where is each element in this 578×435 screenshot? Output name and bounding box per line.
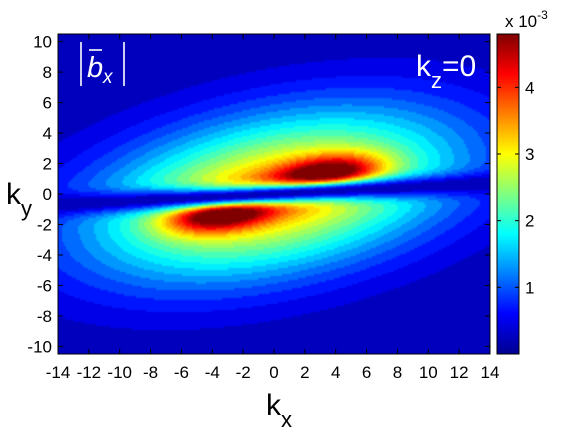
y-tick-label: 0 xyxy=(43,185,52,204)
x-tick-label: -10 xyxy=(107,363,132,382)
colorbar-exponent: x 10-3 xyxy=(505,8,548,31)
x-tick-label: 2 xyxy=(300,363,309,382)
colorbar: 1 2 3 4 x 10-3 xyxy=(496,8,548,355)
x-tick-label: 4 xyxy=(331,363,340,382)
x-tick-label: 6 xyxy=(362,363,371,382)
colorbar-tick-label: 2 xyxy=(525,212,534,231)
y-tick-label: 6 xyxy=(43,94,52,113)
y-tick-label: -4 xyxy=(37,246,52,265)
x-tick-label: 8 xyxy=(393,363,402,382)
slice-annotation: kz=0 xyxy=(416,50,476,93)
colorbar-tick-label: 1 xyxy=(525,278,534,297)
heatmap xyxy=(58,34,490,354)
x-axis-label: kx xyxy=(266,389,292,432)
colorbar-tick-label: 3 xyxy=(525,145,534,164)
colorbar-ticks: 1 2 3 4 xyxy=(497,78,534,297)
slice-annotation-sub: z xyxy=(431,68,442,93)
x-tick-label: 12 xyxy=(450,363,469,382)
y-axis-label-main: k xyxy=(6,178,22,211)
x-tick-label: -8 xyxy=(143,363,158,382)
y-tick-label: 2 xyxy=(43,155,52,174)
colorbar-exponent-power: -3 xyxy=(537,8,548,22)
y-tick-label: -8 xyxy=(37,307,52,326)
x-tick-label: 0 xyxy=(269,363,278,382)
colorbar-gradient xyxy=(496,33,520,355)
y-tick-label: 4 xyxy=(43,124,52,143)
x-tick-label: -12 xyxy=(77,363,102,382)
x-axis-label-sub: x xyxy=(281,407,292,432)
x-tick-label: -2 xyxy=(236,363,251,382)
x-tick-label: -14 xyxy=(46,363,71,382)
slice-annotation-main: k xyxy=(416,50,432,83)
field-annotation: b x xyxy=(80,42,125,88)
x-axis-ticks: -14 -12 -10 -8 -6 -4 -2 0 2 4 6 8 10 12 14 xyxy=(46,34,500,382)
colorbar-exponent-base: x 10 xyxy=(505,12,537,31)
y-tick-label: -10 xyxy=(27,337,52,356)
field-symbol: b xyxy=(87,52,103,84)
y-tick-label: 10 xyxy=(33,33,52,52)
y-axis-ticks: -10 -8 -6 -4 -2 0 2 4 6 8 10 xyxy=(27,33,490,356)
field-subscript: x xyxy=(102,67,114,88)
x-tick-label: 10 xyxy=(419,363,438,382)
x-axis-label-main: k xyxy=(266,389,282,422)
x-tick-label: 14 xyxy=(481,363,500,382)
y-axis-label-sub: y xyxy=(21,196,32,221)
y-tick-label: 8 xyxy=(43,63,52,82)
x-tick-label: -4 xyxy=(205,363,220,382)
slice-annotation-value: =0 xyxy=(442,50,476,83)
y-tick-label: -2 xyxy=(37,215,52,234)
x-tick-label: -6 xyxy=(174,363,189,382)
y-tick-label: -6 xyxy=(37,276,52,295)
heatmap-image xyxy=(58,34,490,354)
colorbar-tick-label: 4 xyxy=(525,78,534,97)
y-axis-label: ky xyxy=(6,178,32,221)
